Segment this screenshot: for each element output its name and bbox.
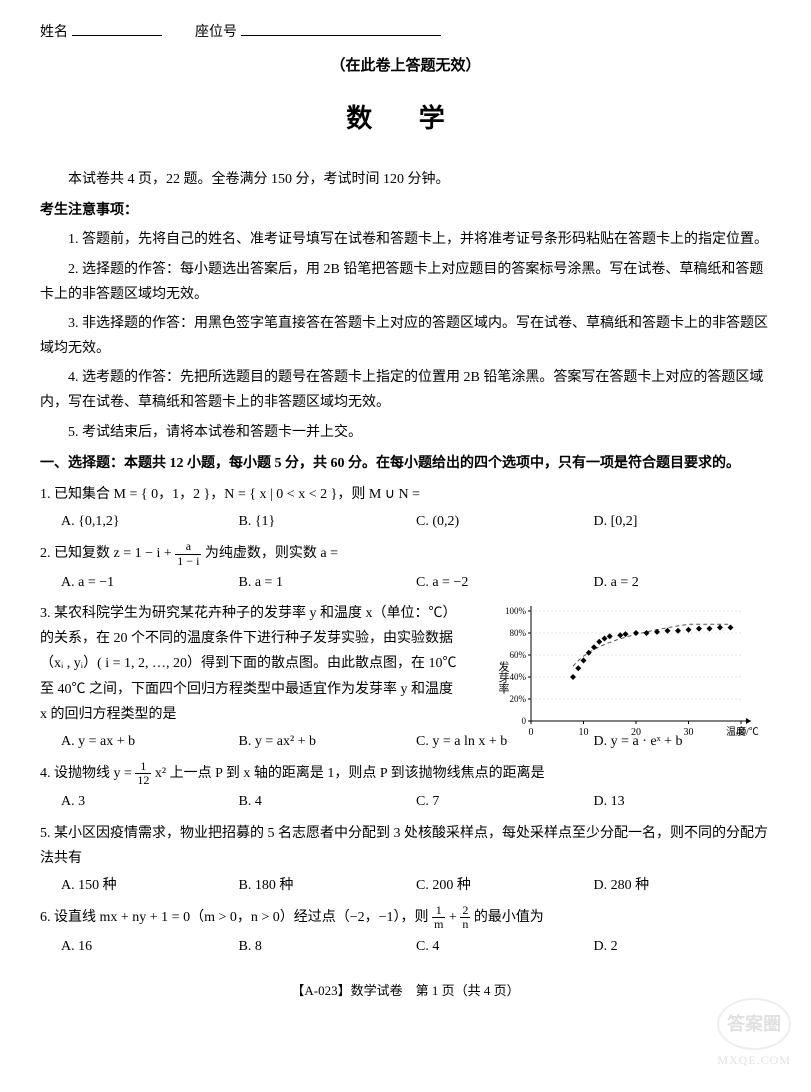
notice-4: 4. 选考题的作答：先把所选题目的题号在答题卡上指定的位置用 2B 铅笔涂黑。答… — [40, 365, 771, 415]
q5-opt-d: D. 280 种 — [594, 873, 772, 898]
q6-frac-2: 2 n — [460, 904, 470, 931]
q1-text: 1. 已知集合 M = { 0，1，2 }，N = { x | 0 < x < … — [40, 482, 771, 507]
intro-text: 本试卷共 4 页，22 题。全卷满分 150 分，考试时间 120 分钟。 — [40, 167, 771, 192]
page-title: 数 学 — [40, 96, 771, 143]
q5-opt-a: A. 150 种 — [61, 873, 239, 898]
header-line: 姓名 座位号 — [40, 20, 771, 45]
q2-opt-b: B. a = 1 — [239, 570, 417, 595]
q2-text: 2. 已知复数 z = 1 − i + a 1 − i 为纯虚数，则实数 a = — [40, 540, 771, 567]
q6-opt-a: A. 16 — [61, 934, 239, 959]
question-4: 4. 设抛物线 y = 1 12 x² 上一点 P 到 x 轴的距离是 1，则点… — [40, 760, 771, 815]
q4-options: A. 3 B. 4 C. 7 D. 13 — [61, 789, 771, 814]
q3-text: 3. 某农科院学生为研究某花卉种子的发芽率 y 和温度 x（单位：℃）的关系，在… — [40, 601, 460, 727]
q5-text: 5. 某小区因疫情需求，物业把招募的 5 名志愿者中分配到 3 处核酸采样点，每… — [40, 821, 771, 871]
q5-opt-c: C. 200 种 — [416, 873, 594, 898]
notice-title: 考生注意事项： — [40, 198, 771, 223]
q1-opt-d: D. [0,2] — [594, 509, 772, 534]
question-1: 1. 已知集合 M = { 0，1，2 }，N = { x | 0 < x < … — [40, 482, 771, 534]
svg-text:20%: 20% — [510, 694, 527, 704]
svg-text:0: 0 — [522, 716, 527, 726]
section-1-title: 一、选择题：本题共 12 小题，每小题 5 分，共 60 分。在每小题给出的四个… — [40, 451, 771, 476]
q4-opt-a: A. 3 — [61, 789, 239, 814]
q2-opt-c: C. a = −2 — [416, 570, 594, 595]
q3-opt-a: A. y = ax + b — [61, 729, 239, 754]
watermark-text-2: MXQE.COM — [717, 1050, 791, 1072]
notice-5: 5. 考试结束后，请将本试卷和答题卡一并上交。 — [40, 420, 771, 445]
q6-f2-den: n — [460, 918, 470, 931]
svg-text:发芽率: 发芽率 — [497, 660, 510, 695]
q2-prefix: 2. 已知复数 z = 1 − i + — [40, 546, 175, 561]
notice-1: 1. 答题前，先将自己的姓名、准考证号填写在试卷和答题卡上，并将准考证号条形码粘… — [40, 227, 771, 252]
q6-text: 6. 设直线 mx + ny + 1 = 0（m > 0，n > 0）经过点（−… — [40, 904, 771, 931]
svg-text:60%: 60% — [510, 650, 527, 660]
q2-den: 1 − i — [175, 555, 201, 568]
q6-f2-num: 2 — [460, 904, 470, 918]
q6-options: A. 16 B. 8 C. 4 D. 2 — [61, 934, 771, 959]
q6-f1-num: 1 — [432, 904, 445, 918]
q6-f1-den: m — [432, 918, 445, 931]
svg-text:0: 0 — [529, 727, 534, 738]
scatter-chart: 010203040020%40%60%80%100%发芽率温度/℃ — [491, 601, 771, 741]
q2-num: a — [175, 540, 201, 554]
invalid-notice: （在此卷上答题无效） — [40, 53, 771, 80]
svg-text:100%: 100% — [505, 606, 527, 616]
question-3: 3. 某农科院学生为研究某花卉种子的发芽率 y 和温度 x（单位：℃）的关系，在… — [40, 601, 771, 754]
svg-text:80%: 80% — [510, 628, 527, 638]
q2-suffix: 为纯虚数，则实数 a = — [205, 546, 338, 561]
q4-suffix: x² 上一点 P 到 x 轴的距离是 1，则点 P 到该抛物线焦点的距离是 — [155, 766, 545, 781]
q4-den: 12 — [135, 774, 151, 787]
q5-options: A. 150 种 B. 180 种 C. 200 种 D. 280 种 — [61, 873, 771, 898]
notice-3: 3. 非选择题的作答：用黑色签字笔直接答在答题卡上对应的答题区域内。写在试卷、草… — [40, 311, 771, 361]
question-6: 6. 设直线 mx + ny + 1 = 0（m > 0，n > 0）经过点（−… — [40, 904, 771, 959]
q4-fraction: 1 12 — [135, 760, 151, 787]
watermark: 答案圈 MXQE.COM — [717, 998, 791, 1072]
svg-text:40%: 40% — [510, 672, 527, 682]
q2-fraction: a 1 − i — [175, 540, 201, 567]
watermark-text-1: 答案圈 — [717, 998, 791, 1050]
q5-opt-b: B. 180 种 — [239, 873, 417, 898]
question-2: 2. 已知复数 z = 1 − i + a 1 − i 为纯虚数，则实数 a =… — [40, 540, 771, 595]
q2-opt-a: A. a = −1 — [61, 570, 239, 595]
name-label: 姓名 — [40, 20, 68, 45]
svg-text:20: 20 — [631, 727, 641, 738]
q2-opt-d: D. a = 2 — [594, 570, 772, 595]
q2-options: A. a = −1 B. a = 1 C. a = −2 D. a = 2 — [61, 570, 771, 595]
q6-frac-1: 1 m — [432, 904, 445, 931]
q6-prefix: 6. 设直线 mx + ny + 1 = 0（m > 0，n > 0）经过点（−… — [40, 910, 432, 925]
seat-blank — [241, 35, 441, 36]
q6-opt-b: B. 8 — [239, 934, 417, 959]
chart-svg: 010203040020%40%60%80%100%发芽率温度/℃ — [491, 601, 771, 741]
q1-options: A. {0,1,2} B. {1} C. (0,2) D. [0,2] — [61, 509, 771, 534]
q1-opt-a: A. {0,1,2} — [61, 509, 239, 534]
q3-opt-b: B. y = ax² + b — [239, 729, 417, 754]
q1-opt-c: C. (0,2) — [416, 509, 594, 534]
q4-opt-d: D. 13 — [594, 789, 772, 814]
q6-plus: + — [449, 910, 460, 925]
svg-text:30: 30 — [684, 727, 694, 738]
q4-opt-c: C. 7 — [416, 789, 594, 814]
svg-text:10: 10 — [579, 727, 589, 738]
name-blank — [72, 35, 162, 36]
q4-num: 1 — [135, 760, 151, 774]
page-footer: 【A-023】数学试卷 第 1 页（共 4 页） — [40, 979, 771, 1002]
q4-text: 4. 设抛物线 y = 1 12 x² 上一点 P 到 x 轴的距离是 1，则点… — [40, 760, 771, 787]
q6-opt-c: C. 4 — [416, 934, 594, 959]
q1-opt-b: B. {1} — [239, 509, 417, 534]
svg-text:温度/℃: 温度/℃ — [726, 725, 759, 738]
question-5: 5. 某小区因疫情需求，物业把招募的 5 名志愿者中分配到 3 处核酸采样点，每… — [40, 821, 771, 899]
q6-opt-d: D. 2 — [594, 934, 772, 959]
seat-label: 座位号 — [195, 20, 237, 45]
notice-2: 2. 选择题的作答：每小题选出答案后，用 2B 铅笔把答题卡上对应题目的答案标号… — [40, 257, 771, 307]
q6-suffix: 的最小值为 — [474, 910, 544, 925]
q4-prefix: 4. 设抛物线 y = — [40, 766, 135, 781]
q4-opt-b: B. 4 — [239, 789, 417, 814]
